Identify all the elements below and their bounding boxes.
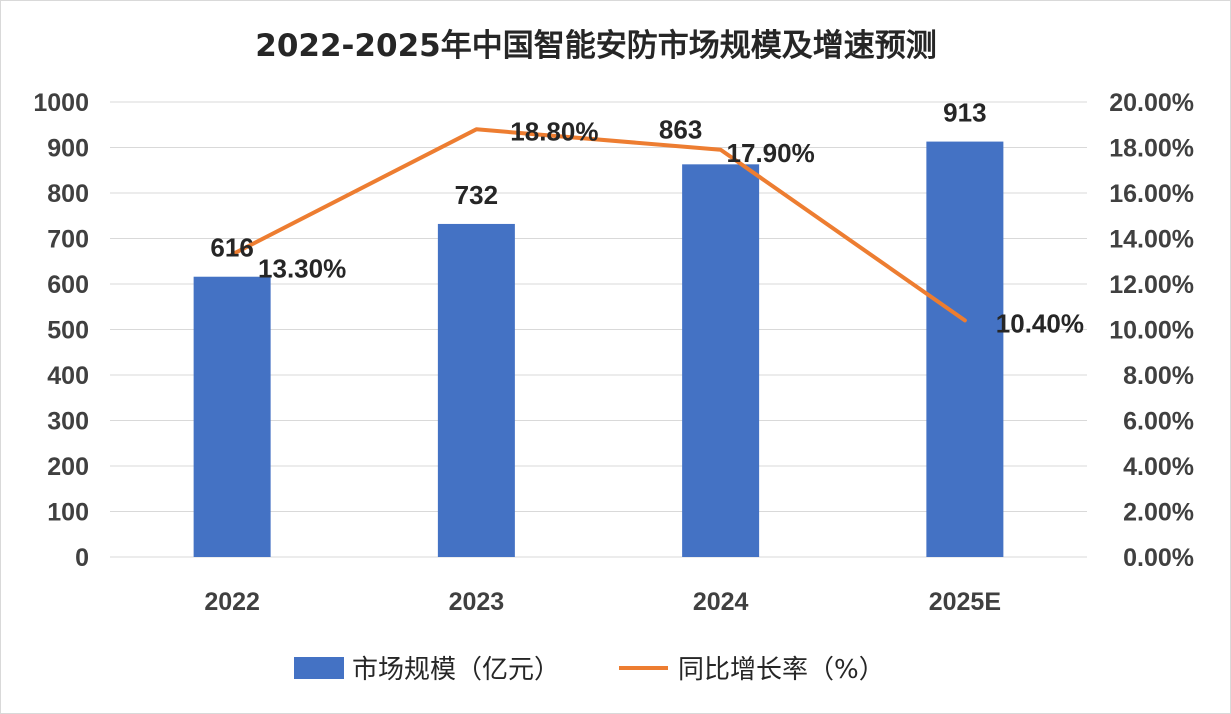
y-right-tick-label: 14.00%: [1109, 226, 1194, 254]
chart-title: 2022-2025年中国智能安防市场规模及增速预测: [255, 28, 936, 64]
y-right-tick-label: 12.00%: [1109, 271, 1194, 299]
bar-series: [193, 141, 1004, 557]
y-left-tick-label: 200: [47, 453, 89, 481]
y-left-tick-label: 500: [47, 317, 89, 345]
line-value-label: 17.90%: [727, 138, 815, 168]
bar: [437, 223, 515, 557]
bar: [193, 276, 271, 557]
x-tick-label: 2023: [449, 588, 505, 616]
legend-label: 同比增长率（%）: [678, 655, 885, 685]
y-left-tick-label: 1000: [33, 89, 89, 117]
y-right-tick-label: 2.00%: [1123, 499, 1194, 527]
y-right-tick-label: 10.00%: [1109, 317, 1194, 345]
line-series: [230, 127, 967, 323]
y-right-tick-label: 8.00%: [1123, 362, 1194, 390]
y-left-tick-label: 600: [47, 271, 89, 299]
legend-swatch-bar: [294, 657, 344, 679]
line-value-label: 10.40%: [996, 308, 1084, 338]
y-left-tick-label: 300: [47, 408, 89, 436]
y-left-tick-label: 900: [47, 135, 89, 163]
y-left-tick-label: 100: [47, 499, 89, 527]
y-left-tick-label: 800: [47, 180, 89, 208]
gridlines: [110, 101, 1087, 558]
legend-label: 市场规模（亿元）: [352, 655, 560, 685]
data-labels: 616 732 863 913 13.30% 18.80% 17.90% 10.40%: [210, 98, 1084, 339]
axes: 0 100 200 300 400 500 600 700 800 900 1000 0.00% 2.0…: [33, 89, 1194, 616]
x-tick-label: 2022: [204, 588, 260, 616]
y-right-tick-label: 6.00%: [1123, 408, 1194, 436]
line-value-label: 13.30%: [258, 253, 346, 283]
bar-value-label: 913: [943, 98, 986, 128]
x-tick-label: 2024: [693, 588, 749, 616]
bar: [682, 164, 760, 557]
bar-value-label: 863: [659, 114, 702, 144]
y-right-tick-label: 20.00%: [1109, 89, 1194, 117]
y-right-tick-label: 0.00%: [1123, 544, 1194, 572]
y-right-tick-label: 18.00%: [1109, 135, 1194, 163]
bar-value-label: 732: [455, 180, 498, 210]
y-left-tick-label: 400: [47, 362, 89, 390]
y-right-tick-label: 16.00%: [1109, 180, 1194, 208]
bar-value-label: 616: [210, 233, 253, 263]
x-tick-label: 2025E: [929, 588, 1001, 616]
line-value-label: 18.80%: [510, 116, 598, 146]
bar: [926, 141, 1004, 557]
y-right-tick-label: 4.00%: [1123, 453, 1194, 481]
y-left-tick-label: 0: [75, 544, 89, 572]
y-left-tick-label: 700: [47, 226, 89, 254]
legend: 市场规模（亿元） 同比增长率（%）: [294, 655, 885, 685]
growth-line: [230, 127, 967, 323]
